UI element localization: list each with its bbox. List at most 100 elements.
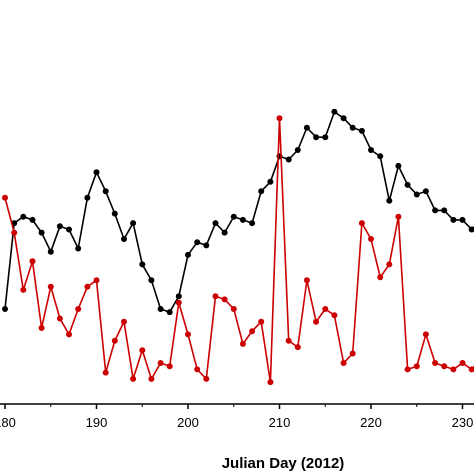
series-1-point [441,363,448,370]
series-1-point [11,229,18,236]
series-1-point [185,331,191,338]
series-0-point [395,162,402,169]
series-1-point [212,293,219,300]
series-0-point [313,134,320,141]
series-1-point [313,318,320,325]
series-1-point [294,344,301,351]
series-1-point [2,194,8,201]
series-0-point [340,115,347,122]
x-tick-label: 230 [452,415,474,430]
series-1-point [303,277,310,284]
series-0-point [93,169,100,176]
series-0-point [84,194,91,201]
series-0-point [349,124,356,131]
series-1-point [358,220,365,227]
series-1-point [47,283,54,290]
series-0-point [212,220,219,227]
series-1-point [276,115,283,122]
series-1-point [368,236,374,242]
series-1-point [404,366,411,373]
series-0-point [239,216,246,223]
series-0-point [29,216,36,223]
x-tick-label: 180 [0,415,16,430]
series-1-point [75,306,82,312]
series-0-point [294,147,301,153]
series-0-point [285,156,292,163]
series-0-point [432,207,439,214]
series-1-point [20,286,27,293]
series-1-point [130,375,137,382]
series-1-point [29,258,36,265]
series-0-point [38,229,45,236]
series-1 [2,115,474,386]
series-0-point [358,127,365,134]
series-1-point [459,360,466,366]
series-1-point [66,331,72,338]
series-0-point [139,261,146,268]
x-axis-ticks: 180190200210220230240250260270280290 [0,404,474,430]
series-0-point [75,245,82,252]
series-1-point [377,274,384,281]
series-1-point [93,277,100,284]
series-1-point [157,360,164,366]
series-0-point [331,108,338,115]
series-1-point [230,306,237,312]
series-0-point [422,188,429,195]
series-0-point [221,229,228,236]
series-0-point [377,153,384,160]
series-0-point [121,236,127,242]
series-1-point [84,283,91,290]
series-0-point [267,178,274,185]
series-1-point [468,366,474,373]
series-0-point [404,181,411,188]
series-1-point [432,360,439,366]
series-0-point [413,191,420,198]
series-0-point [148,277,155,284]
series-0-point [102,188,109,195]
series-0-point [185,251,191,258]
series-1-point [413,363,420,370]
series-0 [2,108,474,316]
series-0-point [230,213,237,220]
series-0-point [130,220,137,227]
series-layer [2,108,474,386]
series-0-point [450,216,457,223]
series-0-point [56,223,63,230]
series-1-point [194,366,201,373]
series-0-point [368,147,374,153]
series-1-point [395,213,402,220]
series-1-point [221,296,228,303]
series-0-point [249,220,256,227]
series-1-point [258,318,265,325]
series-1-point [349,350,356,357]
series-1-point [322,306,329,312]
series-1-point [386,261,393,268]
series-1-point [139,347,146,354]
series-0-point [194,239,201,246]
series-0-point [175,293,182,300]
series-1-point [450,366,457,373]
series-1-point [121,318,127,325]
series-0-point [468,226,474,233]
series-0-point [441,207,448,214]
series-1-point [422,331,429,338]
series-1-point [166,363,173,370]
series-0-point [2,306,8,312]
series-0-point [303,124,310,131]
series-1-point [331,312,338,319]
series-0-point [166,309,173,316]
series-1-point [111,337,118,344]
x-tick-label: 220 [360,415,382,430]
x-tick-label: 200 [177,415,199,430]
series-1-point [267,379,274,386]
series-1-point [285,337,292,344]
series-1-point [175,299,182,306]
series-0-point [459,216,466,223]
series-1-point [239,340,246,347]
x-axis-title: Julian Day (2012) [222,455,345,472]
series-0-point [322,134,329,141]
series-1-point [102,369,109,376]
series-0-line [4,110,474,314]
series-1-point [249,328,256,335]
